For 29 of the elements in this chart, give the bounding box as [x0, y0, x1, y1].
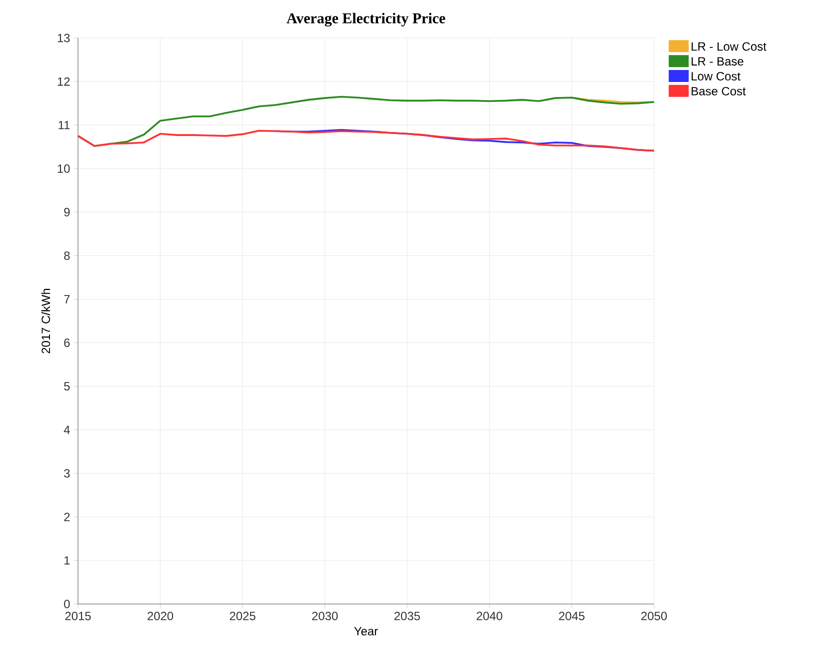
y-tick-label: 9	[64, 208, 70, 216]
x-tick-label: 2015	[65, 612, 91, 620]
y-tick-label: 2	[64, 512, 70, 522]
x-tick-label: 2050	[641, 612, 667, 620]
x-tick-label: 2030	[312, 612, 338, 620]
y-tick-label: 3	[64, 469, 70, 478]
x-axis-title: Year	[354, 627, 378, 636]
y-tick-label: 8	[64, 251, 70, 260]
chart-title: Average Electricity Price	[286, 12, 446, 26]
y-tick-label: 12	[58, 77, 70, 86]
y-tick-label: 5	[64, 382, 70, 390]
x-tick-label: 2025	[230, 612, 256, 620]
x-tick-label: 2035	[394, 612, 420, 620]
y-tick-label: 10	[58, 164, 70, 173]
x-tick-label: 2045	[559, 612, 585, 620]
legend-label: Low Cost	[692, 72, 740, 80]
legend-label: LR - Base	[692, 57, 744, 66]
legend-label: Base Cost	[692, 86, 746, 96]
y-tick-label: 0	[64, 600, 70, 608]
y-tick-label: 6	[64, 338, 70, 347]
y-axis-title: 2017 C/kWh	[41, 288, 50, 354]
y-tick-label: 4	[64, 426, 70, 434]
y-tick-label: 1	[64, 556, 70, 565]
y-tick-label: 11	[58, 120, 70, 130]
y-tick-label: 7	[64, 295, 70, 304]
y-tick-label: 13	[58, 34, 70, 42]
x-tick-label: 2020	[148, 612, 174, 620]
legend-label: LR - Low Cost	[692, 42, 766, 51]
x-tick-label: 2040	[476, 612, 502, 620]
